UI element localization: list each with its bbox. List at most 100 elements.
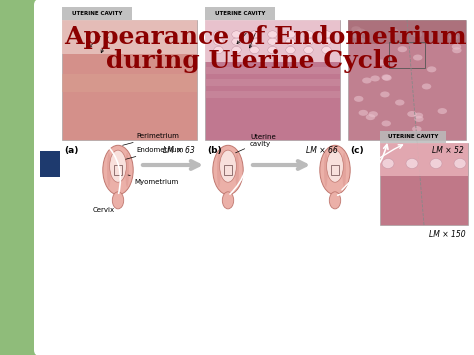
Ellipse shape xyxy=(320,145,350,195)
Text: LM × 63: LM × 63 xyxy=(163,146,195,155)
Ellipse shape xyxy=(250,38,259,45)
Ellipse shape xyxy=(452,47,462,53)
Bar xyxy=(389,42,425,68)
Ellipse shape xyxy=(370,76,380,81)
Bar xyxy=(0,0,62,355)
Ellipse shape xyxy=(286,47,295,54)
Ellipse shape xyxy=(232,47,241,54)
Ellipse shape xyxy=(430,158,442,169)
Ellipse shape xyxy=(322,31,331,38)
Bar xyxy=(62,7,132,20)
Ellipse shape xyxy=(304,47,313,54)
Text: (c): (c) xyxy=(350,146,364,155)
Ellipse shape xyxy=(427,66,437,72)
Ellipse shape xyxy=(213,145,243,195)
Ellipse shape xyxy=(380,92,390,97)
Ellipse shape xyxy=(322,38,331,45)
Ellipse shape xyxy=(414,113,423,119)
Ellipse shape xyxy=(366,114,375,120)
Ellipse shape xyxy=(125,153,129,187)
Ellipse shape xyxy=(268,38,277,45)
Ellipse shape xyxy=(250,31,259,38)
Ellipse shape xyxy=(413,32,422,37)
Ellipse shape xyxy=(382,74,391,80)
Ellipse shape xyxy=(112,192,124,209)
Bar xyxy=(205,91,340,98)
Bar xyxy=(205,79,340,86)
FancyBboxPatch shape xyxy=(34,0,474,355)
Bar xyxy=(40,151,60,177)
Bar xyxy=(62,20,197,54)
Bar xyxy=(224,165,232,175)
Text: (b): (b) xyxy=(207,146,222,155)
Ellipse shape xyxy=(354,96,364,102)
Ellipse shape xyxy=(324,153,328,187)
Ellipse shape xyxy=(358,110,368,116)
Bar xyxy=(114,165,122,175)
Ellipse shape xyxy=(389,28,398,34)
Text: LM × 52: LM × 52 xyxy=(432,146,464,155)
Ellipse shape xyxy=(413,55,422,61)
Ellipse shape xyxy=(452,44,461,50)
Ellipse shape xyxy=(304,31,313,38)
Ellipse shape xyxy=(353,33,362,39)
Ellipse shape xyxy=(398,46,407,52)
Ellipse shape xyxy=(217,153,221,187)
Ellipse shape xyxy=(422,83,431,89)
Ellipse shape xyxy=(438,108,447,114)
Bar xyxy=(205,67,340,74)
Text: LM × 150: LM × 150 xyxy=(429,230,466,239)
Bar xyxy=(348,20,466,140)
Text: UTERINE CAVITY: UTERINE CAVITY xyxy=(72,11,122,16)
Bar xyxy=(62,20,197,140)
Ellipse shape xyxy=(407,111,417,117)
Ellipse shape xyxy=(395,99,404,105)
Ellipse shape xyxy=(414,116,424,122)
Text: UTERINE CAVITY: UTERINE CAVITY xyxy=(215,11,265,16)
Text: Endometrium: Endometrium xyxy=(126,147,183,159)
Bar xyxy=(348,20,466,44)
Bar xyxy=(380,131,446,143)
Bar xyxy=(205,20,340,140)
Ellipse shape xyxy=(449,34,458,40)
Ellipse shape xyxy=(109,150,127,182)
Bar xyxy=(331,165,339,175)
Text: LM × 66: LM × 66 xyxy=(306,146,338,155)
Ellipse shape xyxy=(406,158,418,169)
Bar xyxy=(380,143,468,225)
Ellipse shape xyxy=(304,38,313,45)
Text: Myometrium: Myometrium xyxy=(128,175,178,185)
Ellipse shape xyxy=(351,26,361,32)
Bar xyxy=(205,7,275,20)
Ellipse shape xyxy=(368,111,378,117)
Ellipse shape xyxy=(214,31,223,38)
Text: UTERINE CAVITY: UTERINE CAVITY xyxy=(388,135,438,140)
Ellipse shape xyxy=(219,150,237,182)
Text: Cervix: Cervix xyxy=(93,207,115,213)
Ellipse shape xyxy=(356,28,365,34)
Ellipse shape xyxy=(342,153,346,187)
Ellipse shape xyxy=(356,38,365,43)
Ellipse shape xyxy=(286,38,295,45)
Text: Uterine
cavity: Uterine cavity xyxy=(236,134,276,153)
Ellipse shape xyxy=(322,47,331,54)
Ellipse shape xyxy=(327,150,343,182)
Ellipse shape xyxy=(232,38,241,45)
Ellipse shape xyxy=(383,75,392,81)
Ellipse shape xyxy=(329,192,341,209)
Ellipse shape xyxy=(214,47,223,54)
Ellipse shape xyxy=(250,47,259,54)
Text: (a): (a) xyxy=(64,146,78,155)
Ellipse shape xyxy=(222,192,234,209)
Ellipse shape xyxy=(268,31,277,38)
Ellipse shape xyxy=(232,31,241,38)
Ellipse shape xyxy=(268,47,277,54)
Ellipse shape xyxy=(107,153,111,187)
Ellipse shape xyxy=(382,120,391,126)
Ellipse shape xyxy=(382,158,394,169)
Ellipse shape xyxy=(103,145,133,195)
Ellipse shape xyxy=(377,59,386,65)
Ellipse shape xyxy=(235,153,239,187)
Bar xyxy=(380,143,468,176)
Ellipse shape xyxy=(454,158,466,169)
